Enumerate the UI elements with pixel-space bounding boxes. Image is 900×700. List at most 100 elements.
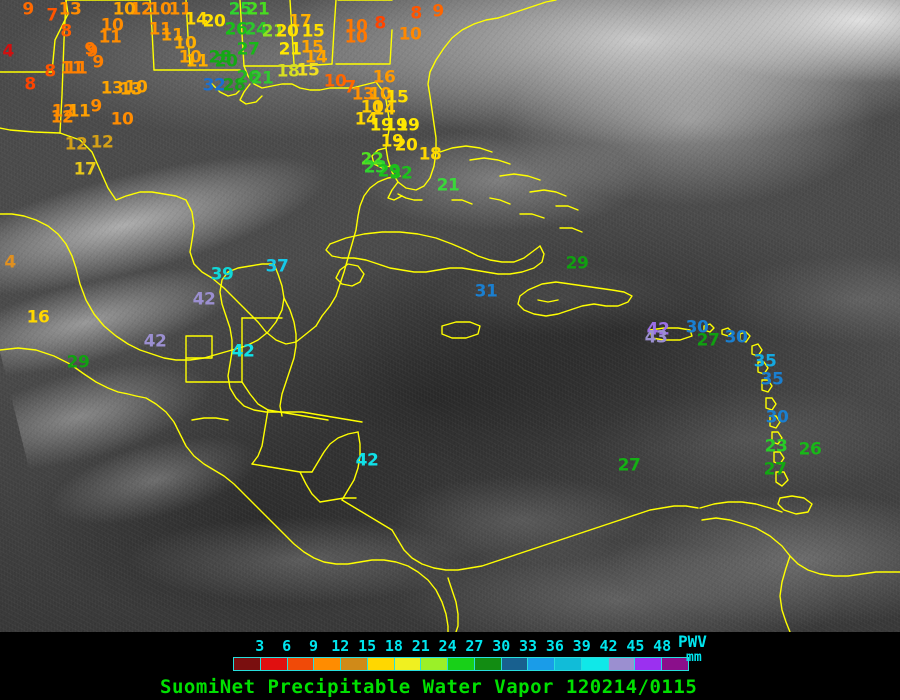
colorbar-swatch-15 — [635, 658, 663, 670]
station-value: 14 — [354, 109, 378, 130]
colorbar-legend: 3 6 9 12 15 18 21 24 27 30 33 36 39 42 45 48 PWV mm Suo… — [0, 632, 900, 700]
station-value: 15 — [301, 21, 325, 42]
station-value: 10 — [112, 0, 136, 20]
station-value: 26 — [224, 19, 248, 40]
station-value: 35 — [760, 369, 784, 390]
station-value: 30 — [724, 327, 748, 348]
colorbar-tick-33: 33 — [519, 637, 538, 655]
station-value: 29 — [565, 253, 589, 274]
colorbar-tick-48: 48 — [653, 637, 672, 655]
station-value: 20 — [275, 21, 299, 42]
station-value: 7 — [46, 5, 58, 26]
station-value: 37 — [265, 256, 289, 277]
station-value: 19 — [384, 115, 408, 136]
station-value: 14 — [184, 9, 208, 30]
station-value: 12 — [90, 132, 114, 153]
station-value: 18 — [418, 144, 442, 165]
colorbar-swatch-0 — [234, 658, 261, 670]
station-value: 13 — [58, 0, 82, 20]
station-value: 20 — [202, 11, 226, 32]
station-value: 29 — [66, 352, 90, 373]
colorbar-tick-labels: 3 6 9 12 15 18 21 24 27 30 33 36 39 42 45 48 — [233, 637, 689, 655]
station-value: 31 — [474, 281, 498, 302]
station-value: 32 — [202, 75, 226, 96]
station-value: 25 — [228, 0, 252, 20]
station-value: 8 — [24, 74, 36, 95]
station-value: 21 — [246, 0, 270, 20]
colorbar-tick-39: 39 — [572, 637, 591, 655]
colorbar-swatch-4 — [341, 658, 368, 670]
station-value: 19 — [369, 115, 393, 136]
station-value: 10 — [124, 77, 148, 98]
station-value: 10 — [173, 33, 197, 54]
station-value: 10 — [398, 24, 422, 45]
colorbar-swatches — [233, 657, 689, 671]
station-value: 20 — [214, 51, 238, 72]
colorbar-tick-36: 36 — [545, 637, 564, 655]
station-value: 42 — [231, 341, 255, 362]
station-value: 12 — [50, 107, 74, 128]
station-value: 10 — [100, 15, 124, 36]
station-value: 13 — [100, 78, 124, 99]
station-value: 22 — [360, 149, 384, 170]
station-value: 19 — [396, 115, 420, 136]
satellite-image: 9 7 13 9 4 8 8 11 11 8 11 10 9 9 13 9 12 11 12 12 12 17 10 10 13… — [0, 0, 900, 632]
station-value: 13 — [119, 79, 143, 100]
colorbar-swatch-5 — [367, 658, 395, 670]
station-value: 30 — [685, 317, 709, 338]
station-value: 13 — [351, 84, 375, 105]
station-value: 9 — [92, 52, 104, 73]
station-value: 11 — [98, 27, 122, 48]
colorbar-tick-3: 3 — [255, 637, 265, 655]
station-value: 35 — [753, 351, 777, 372]
station-value: 28 — [222, 75, 246, 96]
station-value: 29 — [377, 161, 401, 182]
station-value: 20 — [394, 135, 418, 156]
station-value: 17 — [73, 159, 97, 180]
station-value: 8 — [60, 21, 72, 42]
station-value: 43 — [644, 327, 668, 348]
colorbar-tick-12: 12 — [331, 637, 350, 655]
station-value: 8 — [410, 3, 422, 24]
colorbar-tick-18: 18 — [384, 637, 403, 655]
station-value: 11 — [60, 58, 84, 79]
station-value: 4 — [2, 41, 14, 62]
station-value: 11 — [168, 0, 192, 20]
station-value: 18 — [276, 61, 300, 82]
colorbar-swatch-13 — [581, 658, 609, 670]
colorbar-swatch-16 — [662, 658, 689, 670]
colorbar-swatch-2 — [287, 658, 315, 670]
station-value: 12 — [64, 134, 88, 155]
station-value: 27 — [763, 459, 787, 480]
station-value: 17 — [288, 11, 312, 32]
legend-quantity-name: PWV — [678, 632, 707, 651]
colorbar-swatch-12 — [555, 658, 582, 670]
station-value: 9 — [86, 41, 98, 62]
station-value: 39 — [210, 264, 234, 285]
colorbar-tick-30: 30 — [492, 637, 511, 655]
station-value: 14 — [372, 99, 396, 120]
station-value: 15 — [385, 87, 409, 108]
colorbar-swatch-7 — [421, 658, 449, 670]
station-value: 10 — [148, 0, 172, 20]
colorbar-tick-42: 42 — [599, 637, 618, 655]
coastline-overlay — [0, 0, 900, 632]
station-value: 10 — [344, 16, 368, 37]
station-value: 10 — [368, 84, 392, 105]
colorbar-tick-6: 6 — [282, 637, 292, 655]
product-title: SuomiNet Precipitable Water Vapor 120214… — [160, 676, 698, 698]
station-value: 30 — [765, 407, 789, 428]
station-value: 11 — [67, 101, 91, 122]
station-value: 42 — [192, 289, 216, 310]
station-value: 27 — [236, 39, 260, 60]
station-value: 27 — [696, 330, 720, 351]
station-value: 8 — [44, 61, 56, 82]
colorbar-tick-9: 9 — [308, 637, 318, 655]
legend-units: mm — [686, 649, 702, 665]
station-value: 9 — [90, 96, 102, 117]
station-value: 10 — [178, 47, 202, 68]
station-value: 32 — [389, 163, 413, 184]
station-value: 28 — [208, 47, 232, 68]
colorbar-tick-24: 24 — [438, 637, 457, 655]
station-value: 21 — [250, 68, 274, 89]
